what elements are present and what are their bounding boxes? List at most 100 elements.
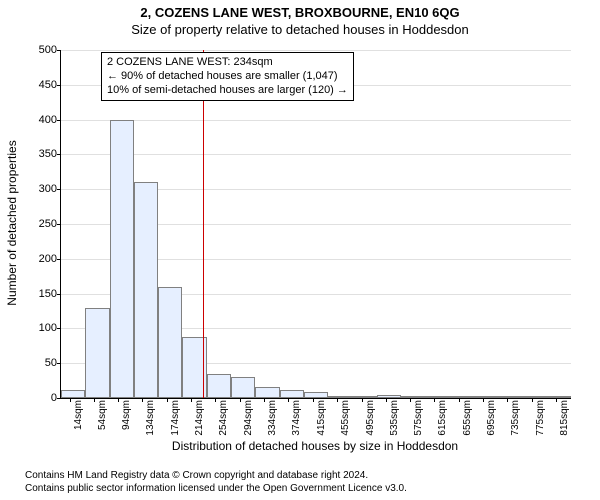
x-tick [556,398,557,402]
x-tick-label: 575sqm [413,400,424,436]
x-tick-label: 374sqm [291,400,302,436]
reference-line [203,50,204,398]
x-tick [191,398,192,402]
x-tick [337,398,338,402]
x-tick-label: 334sqm [267,400,278,436]
x-tick [70,398,71,402]
chart-title-1: 2, COZENS LANE WEST, BROXBOURNE, EN10 6Q… [0,5,600,20]
histogram-bar [547,396,571,398]
histogram-bar [134,182,158,398]
histogram-bar [158,287,182,398]
annotation-line1: 2 COZENS LANE WEST: 234sqm [107,56,348,70]
x-tick-label: 134sqm [145,400,156,436]
histogram-bar [304,392,328,398]
x-tick [142,398,143,402]
x-tick [313,398,314,402]
histogram-bar [280,390,304,398]
x-tick-label: 294sqm [243,400,254,436]
histogram-bar [425,396,449,398]
y-tick-label: 350 [39,148,57,160]
y-tick [57,154,61,155]
y-tick [57,189,61,190]
x-tick-label: 455sqm [340,400,351,436]
x-axis-label: Distribution of detached houses by size … [60,439,570,453]
y-tick-label: 150 [39,288,57,300]
x-tick [459,398,460,402]
x-tick [386,398,387,402]
y-tick-label: 250 [39,218,57,230]
x-tick [532,398,533,402]
histogram-bar [474,396,498,398]
y-tick-label: 100 [39,322,57,334]
chart-plot-area: 05010015020025030035040045050014sqm54sqm… [60,50,571,399]
footer-line2: Contains public sector information licen… [25,483,590,496]
x-tick [118,398,119,402]
histogram-bar [352,396,376,398]
y-tick [57,259,61,260]
x-tick-label: 214sqm [194,400,205,436]
y-tick-label: 500 [39,44,57,56]
y-tick [57,224,61,225]
y-tick [57,363,61,364]
y-tick [57,120,61,121]
gridline [61,120,571,121]
y-tick-label: 0 [51,392,57,404]
x-tick [288,398,289,402]
histogram-bar [498,396,522,398]
x-tick-label: 415sqm [316,400,327,436]
y-tick [57,85,61,86]
histogram-bar [522,396,546,398]
x-tick-label: 535sqm [389,400,400,436]
x-tick-label: 254sqm [218,400,229,436]
x-tick-label: 735sqm [510,400,521,436]
annotation-line3: 10% of semi-detached houses are larger (… [107,84,348,98]
x-tick [264,398,265,402]
histogram-bar [401,396,425,398]
x-tick-label: 94sqm [121,400,132,430]
histogram-bar [207,374,231,398]
x-tick-label: 775sqm [535,400,546,436]
annotation-box: 2 COZENS LANE WEST: 234sqm ← 90% of deta… [101,52,354,101]
footer-attribution: Contains HM Land Registry data © Crown c… [25,470,590,495]
x-tick-label: 815sqm [559,400,570,436]
x-tick-label: 695sqm [486,400,497,436]
histogram-bar [377,395,401,398]
y-tick [57,328,61,329]
x-tick-label: 495sqm [365,400,376,436]
y-tick [57,50,61,51]
histogram-bar [450,396,474,398]
gridline [61,154,571,155]
y-tick [57,398,61,399]
histogram-bar [255,387,279,398]
x-tick-label: 615sqm [437,400,448,436]
y-tick-label: 50 [45,357,57,369]
x-tick [507,398,508,402]
x-tick [167,398,168,402]
histogram-bar [231,377,255,398]
chart-container: 2, COZENS LANE WEST, BROXBOURNE, EN10 6Q… [0,0,600,500]
x-tick [483,398,484,402]
histogram-bar [110,120,134,398]
x-tick-label: 54sqm [97,400,108,430]
annotation-line2: ← 90% of detached houses are smaller (1,… [107,70,348,84]
x-tick-label: 655sqm [462,400,473,436]
x-tick-label: 174sqm [170,400,181,436]
x-tick [240,398,241,402]
y-tick-label: 450 [39,79,57,91]
histogram-bar [328,396,352,398]
gridline [61,50,571,51]
footer-line1: Contains HM Land Registry data © Crown c… [25,470,590,483]
y-tick [57,294,61,295]
y-axis-label: Number of detached properties [5,140,19,305]
x-tick [410,398,411,402]
histogram-bar [85,308,109,398]
y-tick-label: 300 [39,183,57,195]
x-tick [94,398,95,402]
x-tick [362,398,363,402]
chart-title-2: Size of property relative to detached ho… [0,22,600,37]
y-tick-label: 200 [39,253,57,265]
x-tick-label: 14sqm [73,400,84,430]
x-tick [215,398,216,402]
histogram-bar [61,390,85,398]
x-tick [434,398,435,402]
